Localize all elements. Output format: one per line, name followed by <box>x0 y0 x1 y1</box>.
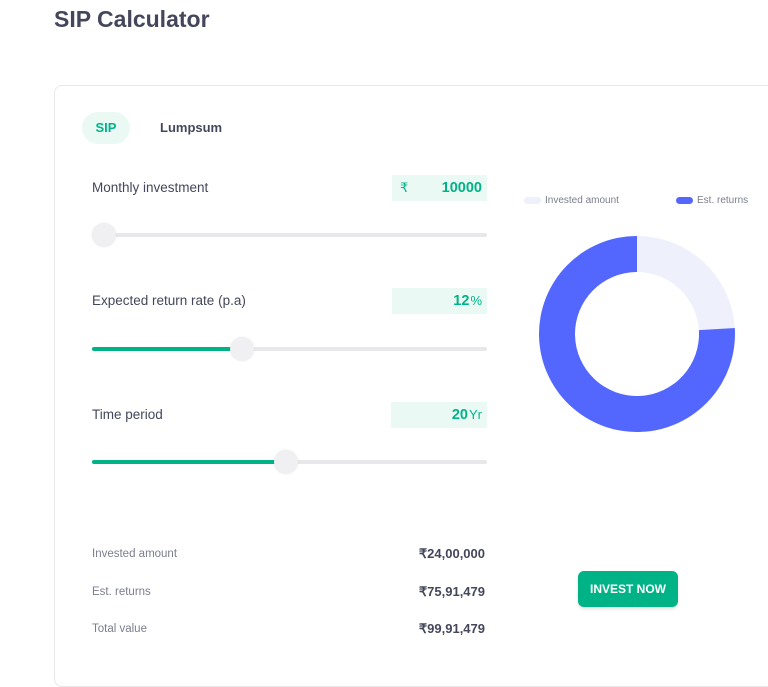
time-period-input[interactable]: 20Yr <box>391 402 487 428</box>
page-title: SIP Calculator <box>54 6 210 32</box>
year-unit: Yr <box>469 407 482 422</box>
summary-invested-label: Invested amount <box>92 548 178 560</box>
monthly-investment-value: 10000 <box>441 180 482 196</box>
slider-fill <box>92 347 243 351</box>
monthly-investment-input[interactable]: ₹ 10000 <box>392 175 487 201</box>
tab-sip[interactable]: SIP <box>82 112 130 144</box>
donut-chart <box>539 236 735 432</box>
summary-total-value: ₹99,91,479 <box>418 621 485 636</box>
slider-fill <box>92 460 286 464</box>
summary-returns-label: Est. returns <box>92 586 151 598</box>
invest-now-button[interactable]: INVEST NOW <box>578 571 678 607</box>
return-rate-slider[interactable] <box>92 337 487 361</box>
monthly-investment-slider[interactable] <box>92 223 487 247</box>
legend-label-invested: Invested amount <box>545 195 619 206</box>
time-period-value: 20 <box>451 407 468 423</box>
legend-swatch-returns <box>676 197 693 204</box>
legend-label-returns: Est. returns <box>697 195 749 206</box>
return-rate-value-wrap: 12% <box>453 288 482 314</box>
slider-thumb[interactable] <box>230 337 255 361</box>
slider-thumb[interactable] <box>273 450 298 474</box>
summary-invested-value: ₹24,00,000 <box>418 546 485 561</box>
return-rate-input[interactable]: 12% <box>392 288 487 314</box>
summary-returns-value: ₹75,91,479 <box>418 584 485 599</box>
summary-total-label: Total value <box>92 623 147 635</box>
legend-swatch-invested <box>524 197 541 204</box>
time-period-slider[interactable] <box>92 450 487 474</box>
slider-track <box>92 347 487 351</box>
legend-returns: Est. returns <box>676 195 748 206</box>
donut-slice-invested-amount <box>637 236 735 331</box>
slider-thumb[interactable] <box>92 223 116 247</box>
legend-invested: Invested amount <box>524 195 619 206</box>
rupee-symbol: ₹ <box>400 180 409 195</box>
monthly-investment-label: Monthly investment <box>92 180 209 195</box>
tab-lumpsum[interactable]: Lumpsum <box>160 120 223 135</box>
donut-slice-est-returns <box>539 236 735 432</box>
slider-track <box>92 233 487 237</box>
return-rate-value: 12 <box>453 293 470 309</box>
time-period-label: Time period <box>92 407 163 422</box>
time-period-value-wrap: 20Yr <box>452 402 482 428</box>
return-rate-label: Expected return rate (p.a) <box>92 293 246 308</box>
percent-unit: % <box>470 293 482 308</box>
